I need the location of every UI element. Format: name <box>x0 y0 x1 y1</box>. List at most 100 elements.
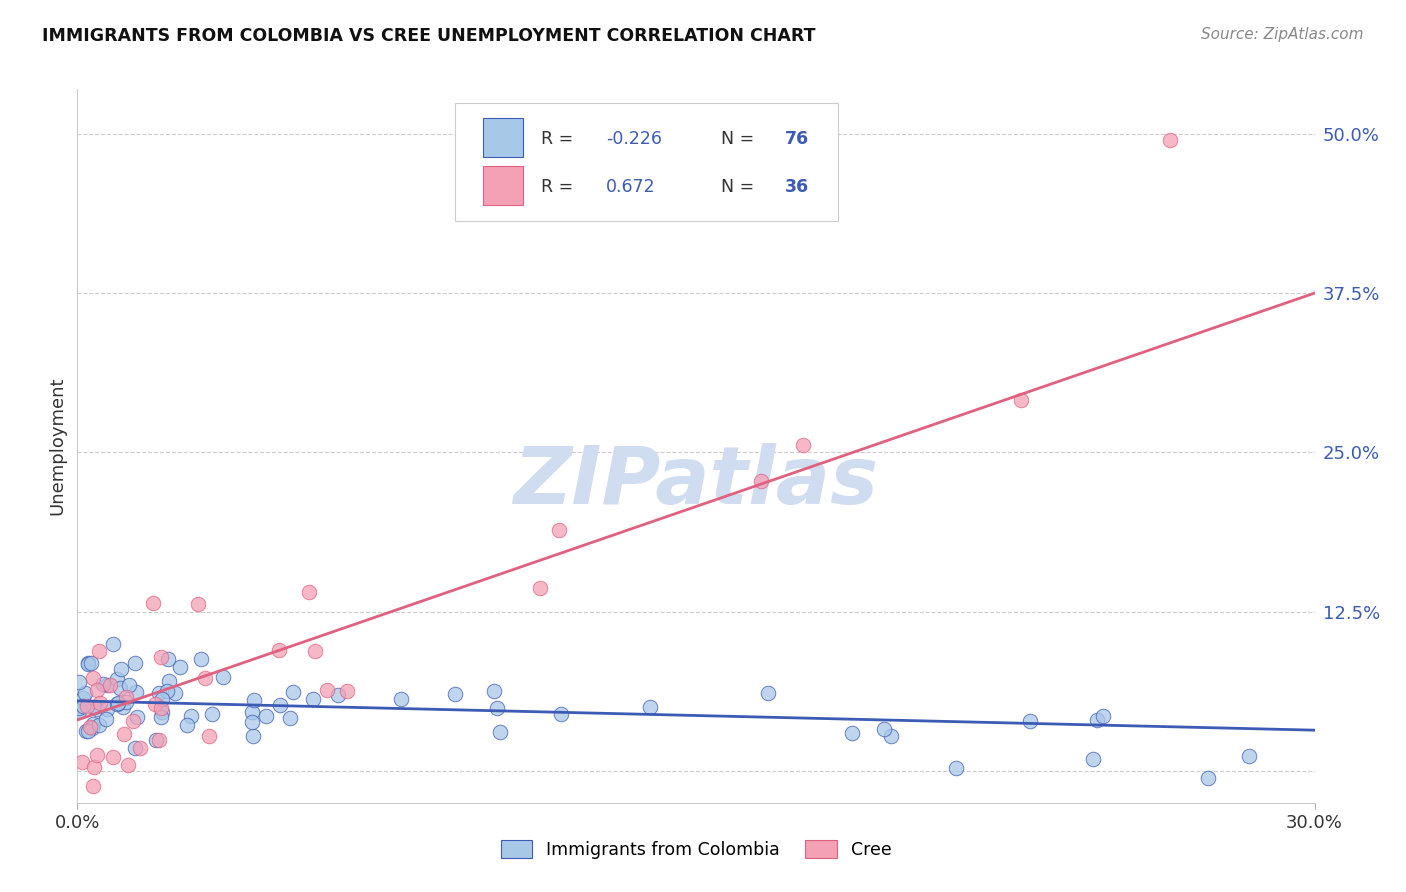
Text: ZIPatlas: ZIPatlas <box>513 442 879 521</box>
Text: R =: R = <box>541 178 579 196</box>
Y-axis label: Unemployment: Unemployment <box>48 376 66 516</box>
Text: -0.226: -0.226 <box>606 130 662 148</box>
Point <box>336 683 359 698</box>
Point <box>83 760 105 774</box>
Point <box>148 732 170 747</box>
Point <box>89 644 111 658</box>
Point <box>201 706 224 721</box>
Point <box>86 702 108 716</box>
Text: N =: N = <box>721 178 759 196</box>
Point <box>112 727 135 741</box>
Point <box>482 683 505 698</box>
Point <box>125 684 148 698</box>
Point <box>243 693 266 707</box>
Point <box>1091 708 1114 723</box>
Text: Source: ZipAtlas.com: Source: ZipAtlas.com <box>1201 27 1364 42</box>
Point <box>103 637 125 651</box>
Point <box>638 700 661 714</box>
Point <box>156 683 179 698</box>
Point <box>1085 713 1108 727</box>
Point <box>89 696 111 710</box>
Point <box>86 683 108 698</box>
Point <box>792 438 814 452</box>
FancyBboxPatch shape <box>454 103 838 221</box>
Point <box>550 707 572 722</box>
Point <box>1010 393 1032 408</box>
Point <box>267 643 290 657</box>
Point <box>194 671 217 685</box>
Text: R =: R = <box>541 130 579 148</box>
Point <box>72 691 94 706</box>
Point <box>96 702 118 716</box>
Point <box>67 675 90 690</box>
Point <box>93 677 115 691</box>
Point <box>180 708 202 723</box>
Text: IMMIGRANTS FROM COLOMBIA VS CREE UNEMPLOYMENT CORRELATION CHART: IMMIGRANTS FROM COLOMBIA VS CREE UNEMPLO… <box>42 27 815 45</box>
Point <box>198 729 221 743</box>
Point <box>443 687 465 701</box>
Point <box>75 685 97 699</box>
Point <box>150 691 173 706</box>
Point <box>115 690 138 704</box>
Bar <box>484 118 523 157</box>
Point <box>302 691 325 706</box>
Point <box>79 720 101 734</box>
Point <box>242 730 264 744</box>
Point <box>873 723 896 737</box>
Point <box>86 747 108 762</box>
Point <box>98 678 121 692</box>
Point <box>77 724 100 739</box>
Point <box>107 696 129 710</box>
Point <box>67 701 90 715</box>
Point <box>242 714 264 729</box>
Point <box>1159 133 1181 147</box>
Point <box>75 724 97 739</box>
Point <box>143 697 166 711</box>
Point <box>142 597 165 611</box>
Point <box>756 686 779 700</box>
Point <box>269 698 291 712</box>
Point <box>87 718 110 732</box>
Point <box>76 699 98 714</box>
Point <box>278 710 301 724</box>
Text: 76: 76 <box>785 130 810 148</box>
Point <box>389 692 412 706</box>
Point <box>486 700 509 714</box>
Point <box>110 662 132 676</box>
Point <box>281 684 304 698</box>
Point <box>148 686 170 700</box>
Legend: Immigrants from Colombia, Cree: Immigrants from Colombia, Cree <box>494 833 898 865</box>
Point <box>127 710 149 724</box>
Point <box>67 704 90 718</box>
Point <box>156 652 179 666</box>
Point <box>122 714 145 728</box>
Point <box>70 756 93 770</box>
Text: N =: N = <box>721 130 759 148</box>
Point <box>118 678 141 692</box>
Point <box>96 678 118 692</box>
Point <box>96 712 118 726</box>
Text: 0.672: 0.672 <box>606 178 655 196</box>
Point <box>529 581 551 595</box>
Point <box>304 644 326 658</box>
Point <box>124 657 146 671</box>
Point <box>157 673 180 688</box>
Point <box>254 709 277 723</box>
Point <box>108 681 131 695</box>
Point <box>149 701 172 715</box>
Point <box>82 671 104 685</box>
Point <box>117 757 139 772</box>
Point <box>150 650 173 665</box>
Point <box>187 597 209 611</box>
Point <box>190 652 212 666</box>
Point <box>749 474 772 488</box>
Point <box>80 656 103 670</box>
Point <box>105 697 128 711</box>
Text: 36: 36 <box>785 178 810 196</box>
Point <box>82 779 104 793</box>
Point <box>945 762 967 776</box>
Point <box>548 524 571 538</box>
Point <box>1197 771 1219 785</box>
Point <box>879 729 901 743</box>
Point <box>105 672 128 686</box>
